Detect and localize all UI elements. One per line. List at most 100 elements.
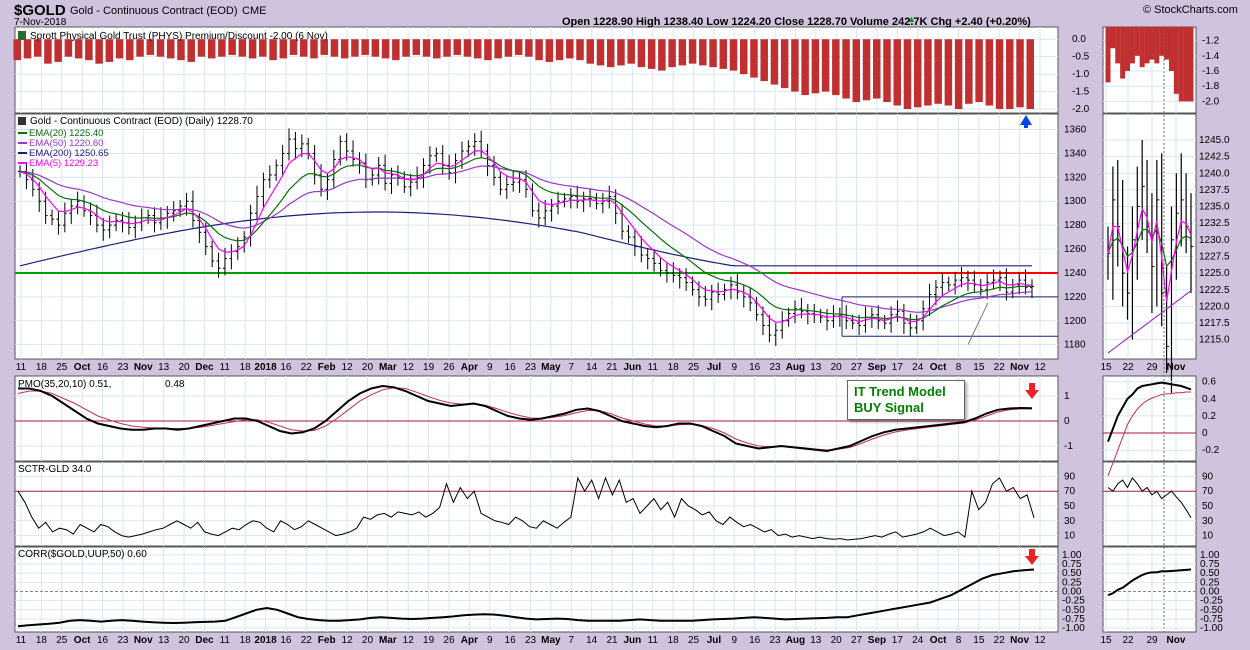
zoom-sctr-ytick: 10 bbox=[1202, 531, 1214, 542]
xtick-label: 24 bbox=[912, 362, 924, 373]
zoom-xtick-label-bottom: Nov bbox=[1167, 635, 1186, 646]
zoom-ema5-line bbox=[1107, 207, 1192, 302]
zoom-price-ytick: 1225.0 bbox=[1199, 268, 1230, 279]
zoom-corr-ytick: 0.00 bbox=[1200, 587, 1220, 598]
zoom-xtick-label-bottom: 22 bbox=[1122, 635, 1134, 646]
xtick-label: 20 bbox=[178, 362, 190, 373]
phys-bar bbox=[535, 39, 543, 61]
phys-bar bbox=[586, 39, 595, 64]
phys-bar bbox=[658, 39, 666, 71]
xtick-label-bottom: 11 bbox=[220, 635, 231, 646]
phys-bar bbox=[23, 39, 32, 59]
phys-bar bbox=[207, 39, 216, 59]
xtick-label: 11 bbox=[648, 362, 659, 373]
zoom-phys-bar bbox=[1159, 27, 1165, 56]
xtick-label-bottom: 18 bbox=[240, 635, 252, 646]
phys-bar bbox=[801, 39, 809, 96]
phys-bar bbox=[412, 39, 421, 55]
xtick-label-bottom: 26 bbox=[443, 635, 455, 646]
exchange-label: CME bbox=[242, 5, 267, 17]
zoom-phys-ytick: -2.0 bbox=[1202, 96, 1220, 107]
xtick-label-bottom: Dec bbox=[195, 635, 214, 646]
zoom-sctr-ytick: 90 bbox=[1202, 471, 1214, 482]
zoom-ema50-line bbox=[1107, 290, 1192, 354]
phys-bar bbox=[678, 39, 687, 66]
corr-ytick: -0.50 bbox=[1062, 605, 1085, 616]
xtick-label-bottom: 15 bbox=[973, 635, 985, 646]
phys-bar bbox=[995, 39, 1004, 110]
xtick-label: 22 bbox=[301, 362, 313, 373]
phys-ytick: -2.0 bbox=[1072, 104, 1090, 115]
zoom-corr-ytick: 0.75 bbox=[1200, 559, 1220, 570]
xtick-label: 9 bbox=[487, 362, 493, 373]
xtick-label: Aug bbox=[786, 362, 805, 373]
phys-bar bbox=[883, 39, 891, 103]
phys-bar bbox=[433, 39, 441, 59]
phys-bar bbox=[668, 39, 676, 68]
xtick-label-bottom: 16 bbox=[280, 635, 292, 646]
price-ytick: 1360 bbox=[1064, 125, 1087, 136]
phys-bar bbox=[893, 39, 901, 106]
quote-up-arrow: ▲ bbox=[907, 14, 916, 24]
xtick-label: 9 bbox=[732, 362, 738, 373]
xtick-label: 26 bbox=[443, 362, 455, 373]
legend-label-ema20: EMA(20) 1225.40 bbox=[29, 128, 103, 139]
xtick-label: May bbox=[541, 362, 561, 373]
zoom-panel-pmo bbox=[1102, 375, 1197, 462]
phys-bar bbox=[95, 39, 103, 64]
xtick-label: 11 bbox=[220, 362, 231, 373]
zoom-price-ytick: 1227.5 bbox=[1199, 251, 1230, 262]
corr-ytick: -1.00 bbox=[1062, 623, 1085, 634]
xtick-label: 18 bbox=[240, 362, 252, 373]
zoom-phys-bar bbox=[1144, 27, 1150, 64]
xtick-label-bottom: 18 bbox=[668, 635, 680, 646]
zoom-phys-ytick: -1.8 bbox=[1202, 81, 1220, 92]
xtick-label-bottom: 27 bbox=[851, 635, 863, 646]
phys-bar bbox=[934, 39, 942, 104]
phys-bar bbox=[85, 39, 93, 61]
panel-corr bbox=[14, 546, 1059, 633]
xtick-label: Oct bbox=[74, 362, 91, 373]
zoom-phys-bar bbox=[1154, 27, 1160, 64]
corr-ytick: -0.25 bbox=[1062, 596, 1085, 607]
phys-bar bbox=[832, 39, 840, 96]
sctr-ytick: 70 bbox=[1064, 486, 1076, 497]
zoom-sctr-ytick: 30 bbox=[1202, 516, 1214, 527]
phys-bar bbox=[300, 39, 308, 57]
phys-bar bbox=[146, 39, 155, 55]
xtick-label-bottom: 8 bbox=[956, 635, 962, 646]
xtick-label: 15 bbox=[973, 362, 985, 373]
xtick-label: 20 bbox=[362, 362, 374, 373]
xtick-label-bottom: 25 bbox=[688, 635, 700, 646]
xtick-label: Sep bbox=[868, 362, 886, 373]
xtick-label-bottom: 20 bbox=[178, 635, 190, 646]
ema5-line bbox=[19, 150, 1033, 323]
phys-bar bbox=[873, 39, 881, 99]
phys-bar bbox=[310, 39, 318, 59]
xtick-label-bottom: 25 bbox=[56, 635, 68, 646]
phys-bar bbox=[371, 39, 380, 57]
sctr-ytick: 90 bbox=[1064, 471, 1076, 482]
phys-bar bbox=[340, 39, 349, 59]
xtick-label-bottom: 14 bbox=[586, 635, 598, 646]
zoom-price-ytick: 1242.5 bbox=[1199, 152, 1230, 163]
zoom-price-ytick: 1222.5 bbox=[1199, 285, 1230, 296]
pmo-panel-title: PMO(35,20,10) 0.51, bbox=[18, 379, 111, 390]
zoom-sctr-line bbox=[1107, 476, 1192, 519]
xtick-label-bottom: Jun bbox=[624, 635, 642, 646]
zoom-price-ytick: 1215.0 bbox=[1199, 335, 1230, 346]
xtick-label: 23 bbox=[525, 362, 537, 373]
callout-leader-line bbox=[967, 302, 989, 345]
zoom-pmo-ytick: 0 bbox=[1202, 428, 1208, 439]
xtick-label: Mar bbox=[379, 362, 397, 373]
xtick-label-bottom: 9 bbox=[487, 635, 493, 646]
xtick-label-bottom: Sep bbox=[868, 635, 886, 646]
callout-line-2: BUY Signal bbox=[854, 400, 924, 415]
sctr-ytick: 50 bbox=[1064, 501, 1076, 512]
zoom-xtick-label: 22 bbox=[1122, 362, 1134, 373]
xtick-label: 13 bbox=[810, 362, 822, 373]
price-ytick: 1320 bbox=[1064, 172, 1087, 183]
xtick-label-bottom: Nov bbox=[1010, 635, 1029, 646]
zoom-phys-bar bbox=[1173, 27, 1179, 94]
phys-bar bbox=[780, 39, 789, 89]
